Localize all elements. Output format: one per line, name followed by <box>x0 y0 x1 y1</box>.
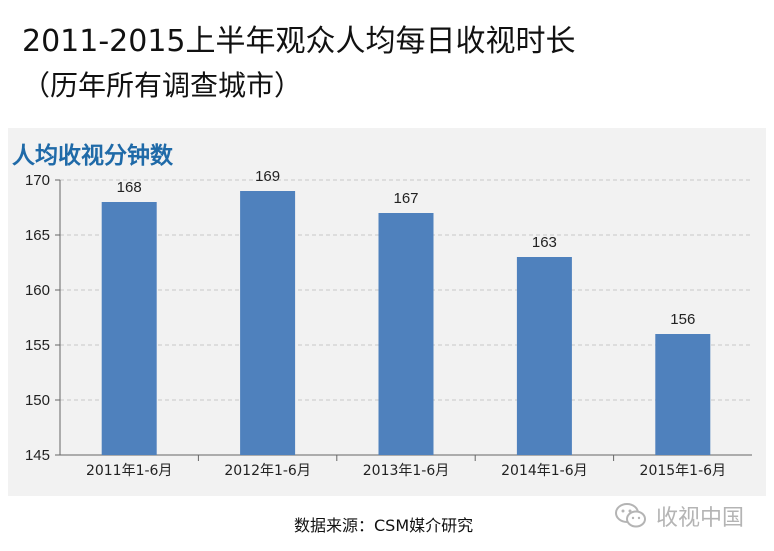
watermark: 收视中国 <box>614 500 744 532</box>
y-tick-label: 150 <box>25 392 50 409</box>
page-title: 2011-2015上半年观众人均每日收视时长 <box>22 24 576 59</box>
y-tick-label: 165 <box>25 227 50 244</box>
x-tick-label: 2015年1-6月 <box>640 463 727 479</box>
data-label: 167 <box>393 190 418 207</box>
wechat-icon <box>615 503 646 528</box>
data-label: 163 <box>532 234 557 251</box>
x-tick-label: 2011年1-6月 <box>86 463 173 479</box>
y-tick-label: 155 <box>25 337 50 354</box>
x-tick-label: 2013年1-6月 <box>363 463 450 479</box>
watermark-text: 收视中国 <box>656 506 745 531</box>
source-note: 数据来源：CSM媒介研究 <box>294 516 474 535</box>
y-tick-label: 160 <box>25 282 50 299</box>
x-tick-label: 2012年1-6月 <box>224 463 311 479</box>
page-subtitle: （历年所有调查城市） <box>22 69 303 102</box>
bar <box>240 191 296 455</box>
bar <box>101 202 157 455</box>
y-tick-label: 170 <box>25 172 50 189</box>
bar <box>655 334 711 455</box>
bar <box>516 257 572 455</box>
chart-title: 人均收视分钟数 <box>12 143 173 169</box>
y-tick-label: 145 <box>25 447 50 464</box>
data-label: 168 <box>117 179 142 196</box>
data-label: 156 <box>670 311 695 328</box>
bar <box>378 213 434 455</box>
x-tick-label: 2014年1-6月 <box>501 463 588 479</box>
data-label: 169 <box>255 168 280 185</box>
